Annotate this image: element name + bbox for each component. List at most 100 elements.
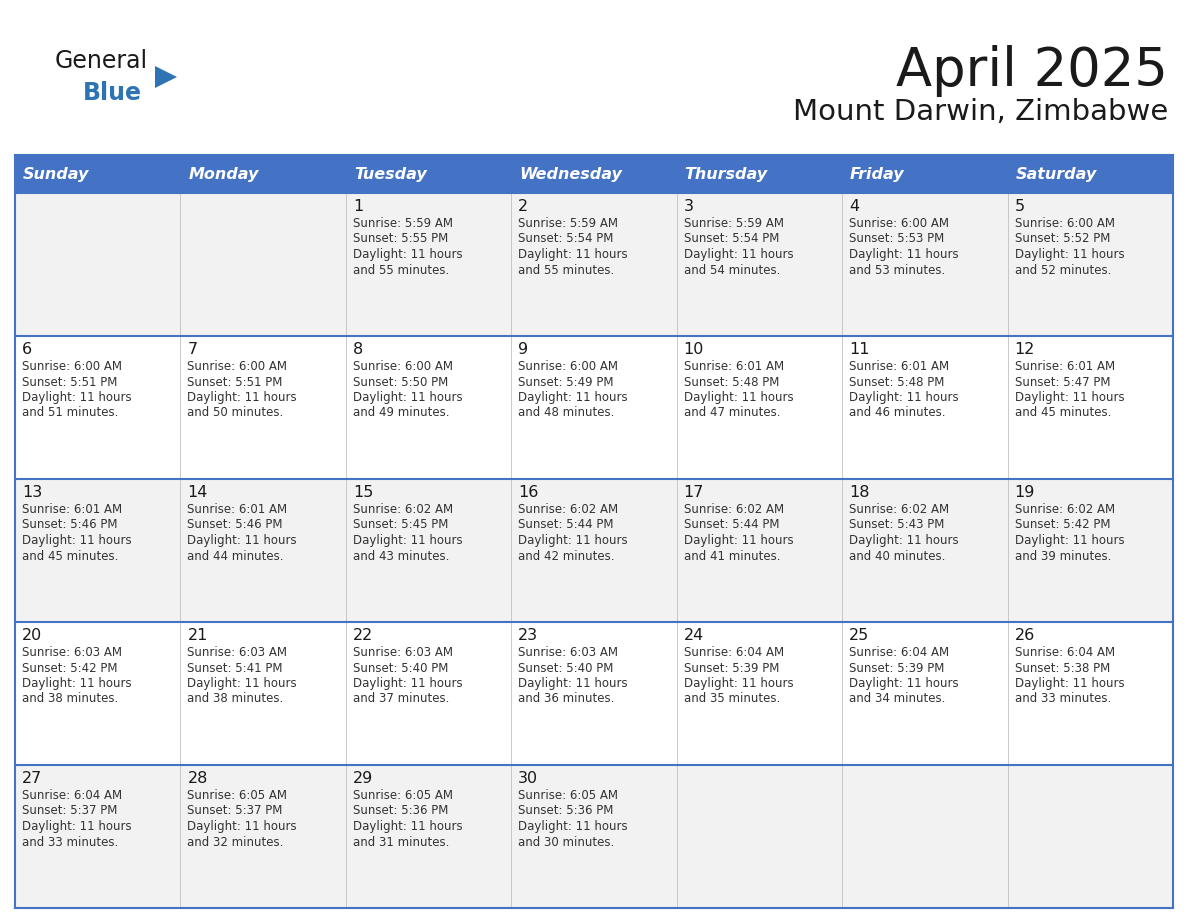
Text: Sunset: 5:50 PM: Sunset: 5:50 PM [353, 375, 448, 388]
Text: Sunrise: 5:59 AM: Sunrise: 5:59 AM [684, 217, 784, 230]
Text: and 35 minutes.: and 35 minutes. [684, 692, 781, 706]
Text: Mount Darwin, Zimbabwe: Mount Darwin, Zimbabwe [792, 98, 1168, 126]
Text: 2: 2 [518, 199, 529, 214]
Text: Sunrise: 6:00 AM: Sunrise: 6:00 AM [849, 217, 949, 230]
Text: 17: 17 [684, 485, 704, 500]
Text: 12: 12 [1015, 342, 1035, 357]
Text: Sunset: 5:44 PM: Sunset: 5:44 PM [518, 519, 614, 532]
Text: Sunrise: 6:03 AM: Sunrise: 6:03 AM [188, 646, 287, 659]
Text: Daylight: 11 hours: Daylight: 11 hours [518, 820, 628, 833]
Text: Daylight: 11 hours: Daylight: 11 hours [1015, 391, 1124, 404]
Text: Sunset: 5:51 PM: Sunset: 5:51 PM [23, 375, 118, 388]
Text: Sunrise: 6:02 AM: Sunrise: 6:02 AM [849, 503, 949, 516]
Bar [15, 193, 1173, 336]
Bar [181, 155, 346, 193]
Text: Daylight: 11 hours: Daylight: 11 hours [518, 391, 628, 404]
Text: Sunrise: 6:00 AM: Sunrise: 6:00 AM [23, 360, 122, 373]
Text: Sunset: 5:40 PM: Sunset: 5:40 PM [518, 662, 614, 675]
Text: Sunrise: 6:05 AM: Sunrise: 6:05 AM [188, 789, 287, 802]
Text: and 45 minutes.: and 45 minutes. [23, 550, 119, 563]
Text: Sunset: 5:43 PM: Sunset: 5:43 PM [849, 519, 944, 532]
Text: and 48 minutes.: and 48 minutes. [518, 407, 614, 420]
Text: Friday: Friday [851, 166, 905, 182]
Text: Daylight: 11 hours: Daylight: 11 hours [1015, 677, 1124, 690]
Text: Sunrise: 6:00 AM: Sunrise: 6:00 AM [1015, 217, 1114, 230]
Text: Sunrise: 6:01 AM: Sunrise: 6:01 AM [684, 360, 784, 373]
Text: Sunrise: 6:02 AM: Sunrise: 6:02 AM [353, 503, 453, 516]
Text: Sunrise: 6:01 AM: Sunrise: 6:01 AM [188, 503, 287, 516]
Text: and 38 minutes.: and 38 minutes. [188, 692, 284, 706]
Text: Daylight: 11 hours: Daylight: 11 hours [23, 677, 132, 690]
Text: Sunset: 5:53 PM: Sunset: 5:53 PM [849, 232, 944, 245]
Text: and 44 minutes.: and 44 minutes. [188, 550, 284, 563]
Text: 1: 1 [353, 199, 364, 214]
Text: Daylight: 11 hours: Daylight: 11 hours [188, 391, 297, 404]
Text: Daylight: 11 hours: Daylight: 11 hours [353, 534, 462, 547]
Text: Sunset: 5:39 PM: Sunset: 5:39 PM [684, 662, 779, 675]
Text: 20: 20 [23, 628, 43, 643]
Text: Sunset: 5:47 PM: Sunset: 5:47 PM [1015, 375, 1110, 388]
Text: Daylight: 11 hours: Daylight: 11 hours [849, 534, 959, 547]
Text: Tuesday: Tuesday [354, 166, 426, 182]
Text: Daylight: 11 hours: Daylight: 11 hours [353, 248, 462, 261]
Text: Sunrise: 6:00 AM: Sunrise: 6:00 AM [353, 360, 453, 373]
Text: Daylight: 11 hours: Daylight: 11 hours [849, 248, 959, 261]
Text: and 32 minutes.: and 32 minutes. [188, 835, 284, 848]
Text: 9: 9 [518, 342, 529, 357]
Text: Sunrise: 6:04 AM: Sunrise: 6:04 AM [1015, 646, 1114, 659]
Text: Sunset: 5:36 PM: Sunset: 5:36 PM [353, 804, 448, 818]
Bar [15, 336, 1173, 479]
Text: 27: 27 [23, 771, 43, 786]
Text: 3: 3 [684, 199, 694, 214]
Text: 28: 28 [188, 771, 208, 786]
Text: and 40 minutes.: and 40 minutes. [849, 550, 946, 563]
Text: Daylight: 11 hours: Daylight: 11 hours [684, 534, 794, 547]
Text: Sunset: 5:54 PM: Sunset: 5:54 PM [684, 232, 779, 245]
Text: Daylight: 11 hours: Daylight: 11 hours [353, 391, 462, 404]
Text: and 55 minutes.: and 55 minutes. [518, 263, 614, 276]
Text: Sunset: 5:51 PM: Sunset: 5:51 PM [188, 375, 283, 388]
Text: Daylight: 11 hours: Daylight: 11 hours [684, 248, 794, 261]
Text: and 46 minutes.: and 46 minutes. [849, 407, 946, 420]
Text: and 34 minutes.: and 34 minutes. [849, 692, 946, 706]
Text: Daylight: 11 hours: Daylight: 11 hours [353, 677, 462, 690]
Text: Sunset: 5:36 PM: Sunset: 5:36 PM [518, 804, 614, 818]
Text: Daylight: 11 hours: Daylight: 11 hours [1015, 534, 1124, 547]
Text: Daylight: 11 hours: Daylight: 11 hours [23, 820, 132, 833]
Text: and 33 minutes.: and 33 minutes. [1015, 692, 1111, 706]
Text: Sunset: 5:38 PM: Sunset: 5:38 PM [1015, 662, 1110, 675]
Text: and 51 minutes.: and 51 minutes. [23, 407, 119, 420]
Bar [15, 155, 181, 193]
Text: 18: 18 [849, 485, 870, 500]
Text: and 39 minutes.: and 39 minutes. [1015, 550, 1111, 563]
Text: Sunrise: 6:04 AM: Sunrise: 6:04 AM [849, 646, 949, 659]
Text: Thursday: Thursday [684, 166, 767, 182]
Text: Daylight: 11 hours: Daylight: 11 hours [188, 820, 297, 833]
Text: and 47 minutes.: and 47 minutes. [684, 407, 781, 420]
Text: and 45 minutes.: and 45 minutes. [1015, 407, 1111, 420]
Text: Sunset: 5:45 PM: Sunset: 5:45 PM [353, 519, 448, 532]
Text: Saturday: Saturday [1016, 166, 1097, 182]
Text: 19: 19 [1015, 485, 1035, 500]
Text: Daylight: 11 hours: Daylight: 11 hours [518, 677, 628, 690]
Text: 22: 22 [353, 628, 373, 643]
Text: 25: 25 [849, 628, 870, 643]
Text: Sunrise: 6:04 AM: Sunrise: 6:04 AM [23, 789, 122, 802]
Text: Sunset: 5:49 PM: Sunset: 5:49 PM [518, 375, 614, 388]
Text: Blue: Blue [83, 81, 143, 105]
Text: Daylight: 11 hours: Daylight: 11 hours [684, 677, 794, 690]
Text: Sunrise: 6:01 AM: Sunrise: 6:01 AM [849, 360, 949, 373]
Text: Sunset: 5:42 PM: Sunset: 5:42 PM [1015, 519, 1110, 532]
Text: 16: 16 [518, 485, 538, 500]
Text: Sunrise: 6:05 AM: Sunrise: 6:05 AM [353, 789, 453, 802]
Text: 13: 13 [23, 485, 43, 500]
Text: Sunset: 5:46 PM: Sunset: 5:46 PM [23, 519, 118, 532]
Text: Daylight: 11 hours: Daylight: 11 hours [23, 391, 132, 404]
Text: and 43 minutes.: and 43 minutes. [353, 550, 449, 563]
Text: Daylight: 11 hours: Daylight: 11 hours [518, 248, 628, 261]
Text: Sunset: 5:37 PM: Sunset: 5:37 PM [23, 804, 118, 818]
Text: and 30 minutes.: and 30 minutes. [518, 835, 614, 848]
Text: Sunset: 5:40 PM: Sunset: 5:40 PM [353, 662, 448, 675]
Text: and 55 minutes.: and 55 minutes. [353, 263, 449, 276]
Text: 30: 30 [518, 771, 538, 786]
